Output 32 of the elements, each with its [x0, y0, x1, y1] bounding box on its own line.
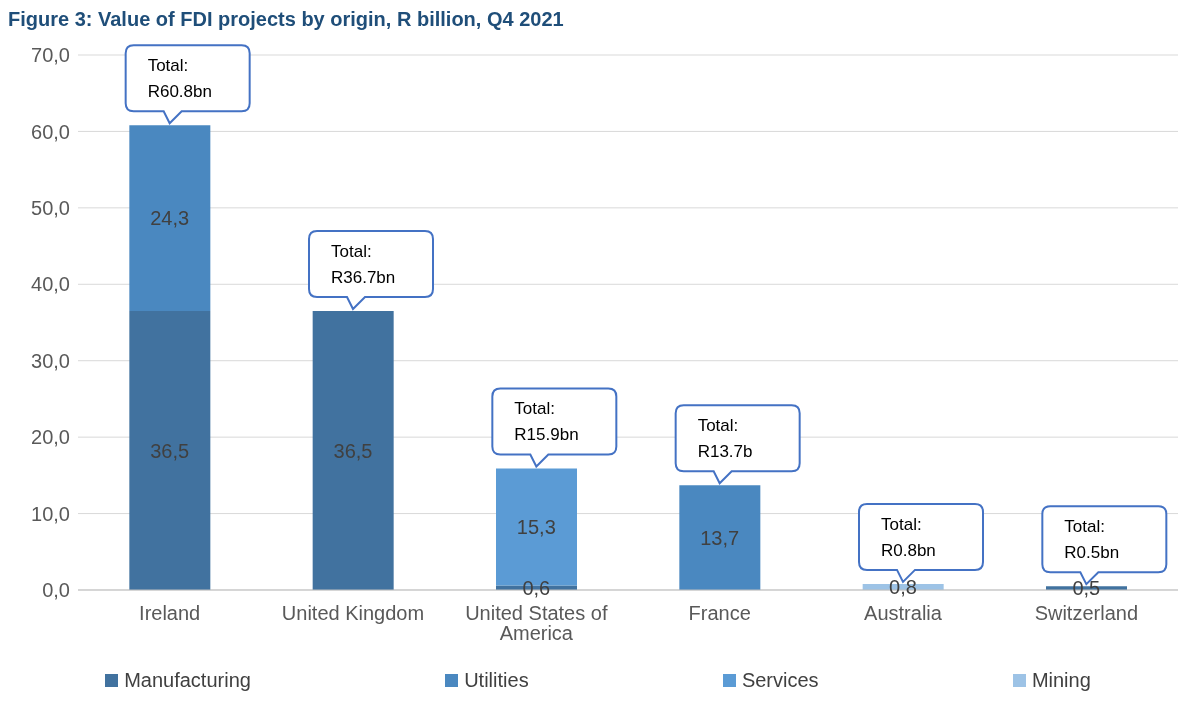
data-label: 15,3 — [516, 515, 556, 538]
x-tick-label: United States of America — [465, 602, 608, 645]
legend-label: Mining — [1030, 669, 1091, 692]
data-label: 13,7 — [700, 526, 740, 549]
data-label: 36,5 — [150, 439, 190, 462]
total-label: Total: R0.5bn — [1064, 517, 1120, 563]
data-label: 0,8 — [889, 575, 917, 598]
chart-title: Figure 3: Value of FDI projects by origin, R billion, Q4 2021 — [8, 8, 565, 31]
y-tick-label: 30,0 — [31, 349, 70, 372]
x-tick-label: Switzerland — [1034, 602, 1139, 625]
total-label: Total: R36.7bn — [331, 242, 396, 288]
y-tick-label: 60,0 — [31, 120, 70, 143]
data-label: 24,3 — [150, 207, 190, 230]
y-tick-label: 70,0 — [31, 44, 70, 67]
y-tick-label: 20,0 — [31, 426, 70, 449]
y-tick-label: 40,0 — [31, 273, 70, 296]
legend-label: Utilities — [463, 669, 529, 692]
y-tick-label: 10,0 — [31, 502, 70, 525]
total-label: Total: R13.7b — [697, 416, 753, 462]
bar — [129, 311, 211, 590]
x-tick-label: United Kingdom — [281, 602, 425, 625]
x-tick-label: Australia — [864, 602, 943, 625]
data-label: 36,5 — [333, 439, 373, 462]
total-label: Total: R0.8bn — [881, 514, 936, 560]
legend-label: Services — [740, 669, 819, 692]
y-tick-label: 50,0 — [31, 196, 70, 219]
legend-label: Manufacturing — [123, 669, 251, 692]
total-label: Total: R60.8bn — [147, 56, 212, 102]
x-tick-label: France — [688, 602, 751, 625]
total-label: Total: R15.9bn — [514, 399, 579, 445]
y-tick-label: 0,0 — [42, 579, 70, 602]
x-tick-label: Ireland — [139, 602, 201, 625]
